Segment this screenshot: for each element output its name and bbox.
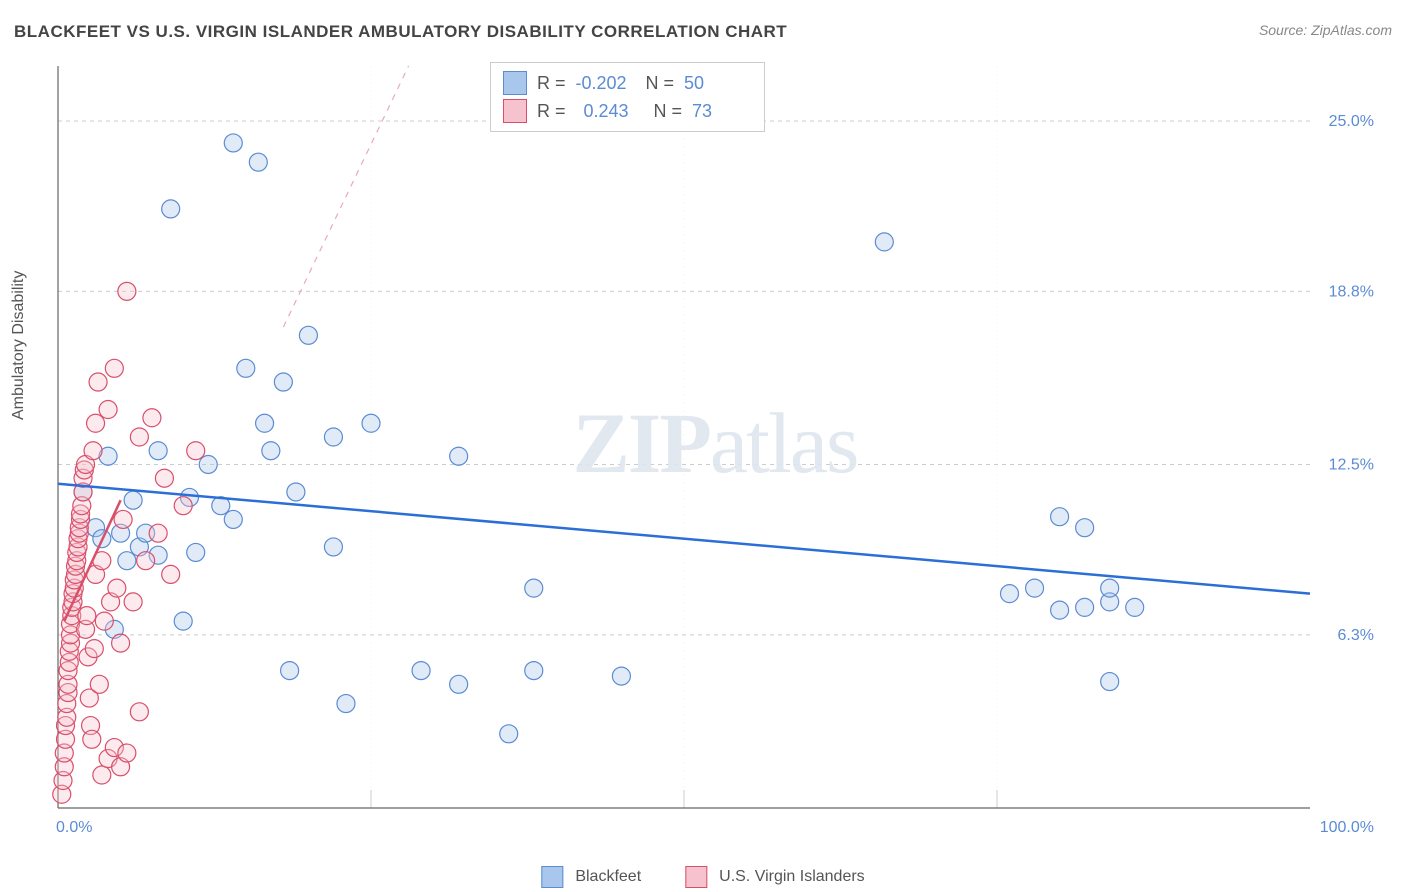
svg-text:25.0%: 25.0% (1329, 113, 1374, 130)
legend-label: U.S. Virgin Islanders (719, 868, 865, 886)
chart-title: BLACKFEET VS U.S. VIRGIN ISLANDER AMBULA… (14, 22, 787, 41)
scatter-chart: 6.3% 12.5% 18.8% 25.0% 0.0% 100.0% (50, 58, 1380, 838)
correlation-legend: R = -0.202 N = 50 R = 0.243 N = 73 (490, 62, 765, 132)
source-label: Source: ZipAtlas.com (1259, 22, 1392, 38)
legend-row-usvi: R = 0.243 N = 73 (503, 97, 752, 125)
svg-text:6.3%: 6.3% (1338, 627, 1374, 644)
svg-text:12.5%: 12.5% (1329, 456, 1374, 473)
series-legend: Blackfeet U.S. Virgin Islanders (541, 866, 864, 888)
svg-text:100.0%: 100.0% (1320, 819, 1374, 836)
swatch-icon (503, 71, 527, 95)
swatch-icon (685, 866, 707, 888)
svg-text:0.0%: 0.0% (56, 819, 92, 836)
plot-area: ZIPatlas 6.3%12.5%18.8%25.0%0.0%100.0% (50, 58, 1380, 838)
swatch-icon (541, 866, 563, 888)
legend-row-blackfeet: R = -0.202 N = 50 (503, 69, 752, 97)
svg-text:18.8%: 18.8% (1329, 283, 1374, 300)
legend-label: Blackfeet (575, 868, 641, 886)
swatch-icon (503, 99, 527, 123)
y-axis-label: Ambulatory Disability (10, 271, 28, 420)
chart-header: BLACKFEET VS U.S. VIRGIN ISLANDER AMBULA… (14, 22, 1392, 50)
